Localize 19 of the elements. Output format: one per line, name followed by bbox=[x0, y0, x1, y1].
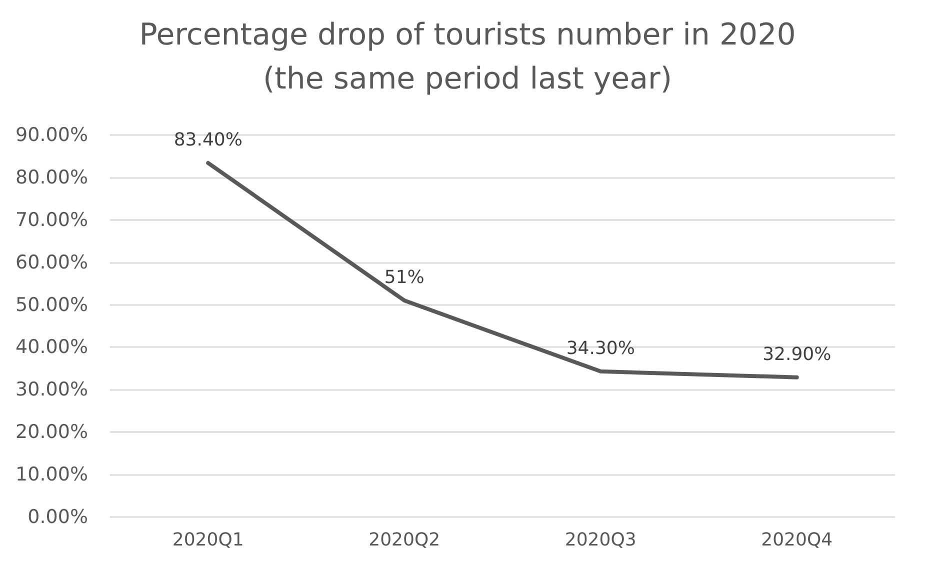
y-tick-label: 20.00% bbox=[16, 421, 88, 444]
x-tick-label: 2020Q1 bbox=[172, 530, 244, 550]
data-label: 32.90% bbox=[762, 344, 832, 365]
x-tick-label: 2020Q4 bbox=[761, 530, 833, 550]
y-tick-label: 0.00% bbox=[28, 506, 88, 528]
y-tick-label: 30.00% bbox=[16, 378, 88, 401]
y-tick-label: 40.00% bbox=[16, 336, 88, 358]
y-tick-label: 60.00% bbox=[16, 251, 88, 274]
data-label: 51% bbox=[384, 267, 424, 288]
chart-title: Percentage drop of tourists number in 2020 (the same period last year) bbox=[139, 18, 796, 96]
y-tick-label: 10.00% bbox=[16, 464, 88, 486]
data-label: 34.30% bbox=[566, 338, 635, 359]
y-tick-label: 50.00% bbox=[16, 294, 88, 316]
data-label: 83.40% bbox=[174, 130, 242, 151]
y-tick-label: 80.00% bbox=[16, 166, 88, 188]
y-tick-label: 90.00% bbox=[16, 124, 88, 146]
y-tick-label: 70.00% bbox=[16, 208, 88, 231]
x-tick-label: 2020Q2 bbox=[368, 530, 440, 550]
x-tick-label: 2020Q3 bbox=[564, 530, 636, 550]
